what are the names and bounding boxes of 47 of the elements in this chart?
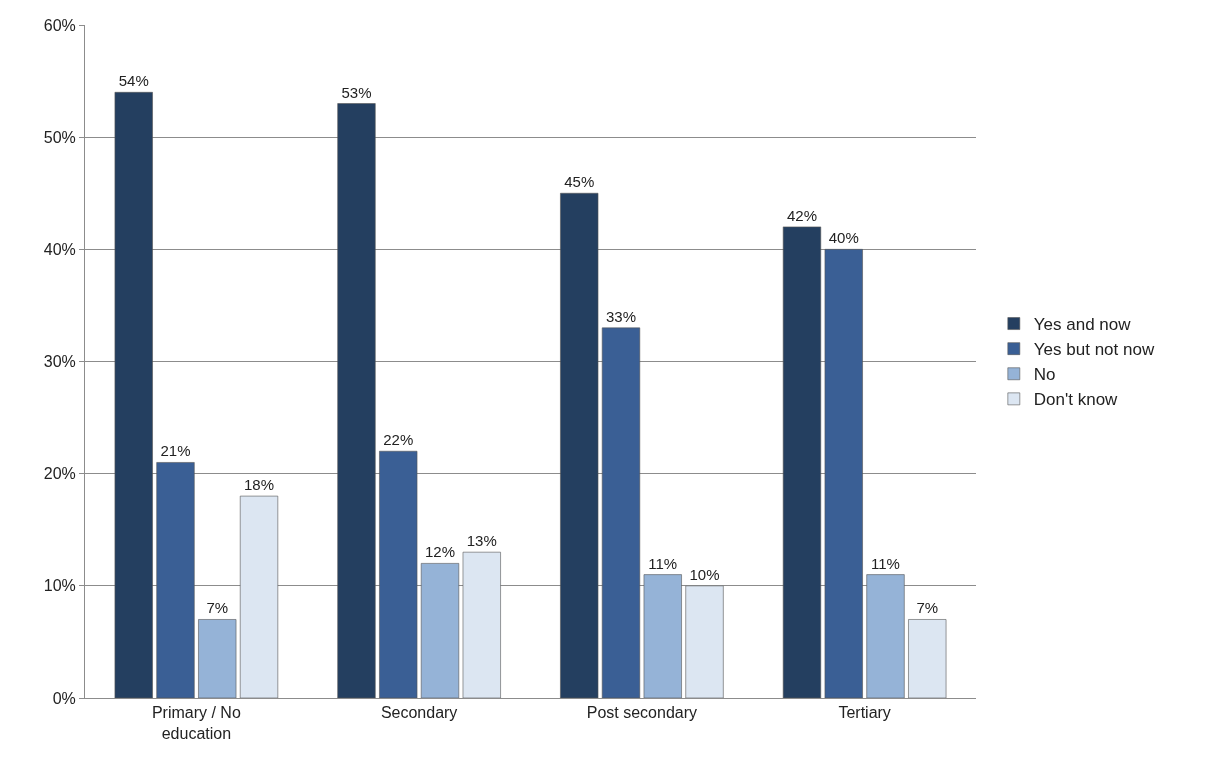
bar (420, 563, 460, 698)
data-label: 22% (383, 431, 414, 449)
bar (156, 462, 195, 698)
bar (866, 574, 905, 698)
y-tick-label: 10% (43, 577, 76, 595)
y-tick-label: 60% (43, 16, 76, 34)
y-tick-label: 20% (43, 465, 76, 483)
bar (685, 585, 724, 698)
data-label: 21% (160, 442, 191, 460)
x-tick-label: Tertiary (838, 704, 891, 722)
data-label: 53% (341, 83, 372, 101)
bar (198, 619, 237, 698)
data-label: 7% (206, 599, 229, 617)
y-tick-label: 30% (43, 353, 76, 371)
bar (239, 495, 279, 698)
y-tick-label: 50% (43, 128, 76, 146)
bar (782, 226, 822, 698)
data-label: 18% (244, 476, 275, 494)
bar (643, 574, 682, 698)
data-label: 33% (605, 307, 637, 325)
bar (337, 103, 376, 698)
bar (462, 551, 501, 698)
y-tick-label: 0% (52, 689, 76, 707)
bar (908, 619, 947, 698)
bar (379, 450, 418, 698)
data-label: 42% (786, 206, 817, 224)
bar (114, 92, 153, 698)
data-label: 12% (424, 543, 456, 561)
x-tick-label: Post secondary (586, 704, 698, 722)
x-tick-label: Primary / No education (151, 704, 241, 742)
data-label: 11% (648, 554, 678, 572)
y-tick-label: 40% (43, 240, 76, 258)
data-label: 45% (564, 173, 595, 191)
x-tick-label: Secondary (380, 704, 458, 722)
bar (560, 192, 599, 698)
data-label: 11% (871, 554, 900, 572)
data-label: 13% (466, 532, 497, 550)
legend-label: Yes but not now (1033, 340, 1155, 360)
legend-label: Yes and now (1033, 315, 1132, 335)
legend-label: Don't know (1033, 390, 1119, 410)
bar (601, 327, 641, 698)
data-label: 40% (828, 229, 859, 247)
bar (824, 249, 863, 698)
legend-label: No (1033, 365, 1056, 385)
data-label: 10% (689, 565, 720, 583)
data-label: 54% (118, 72, 149, 90)
data-label: 7% (916, 599, 939, 617)
